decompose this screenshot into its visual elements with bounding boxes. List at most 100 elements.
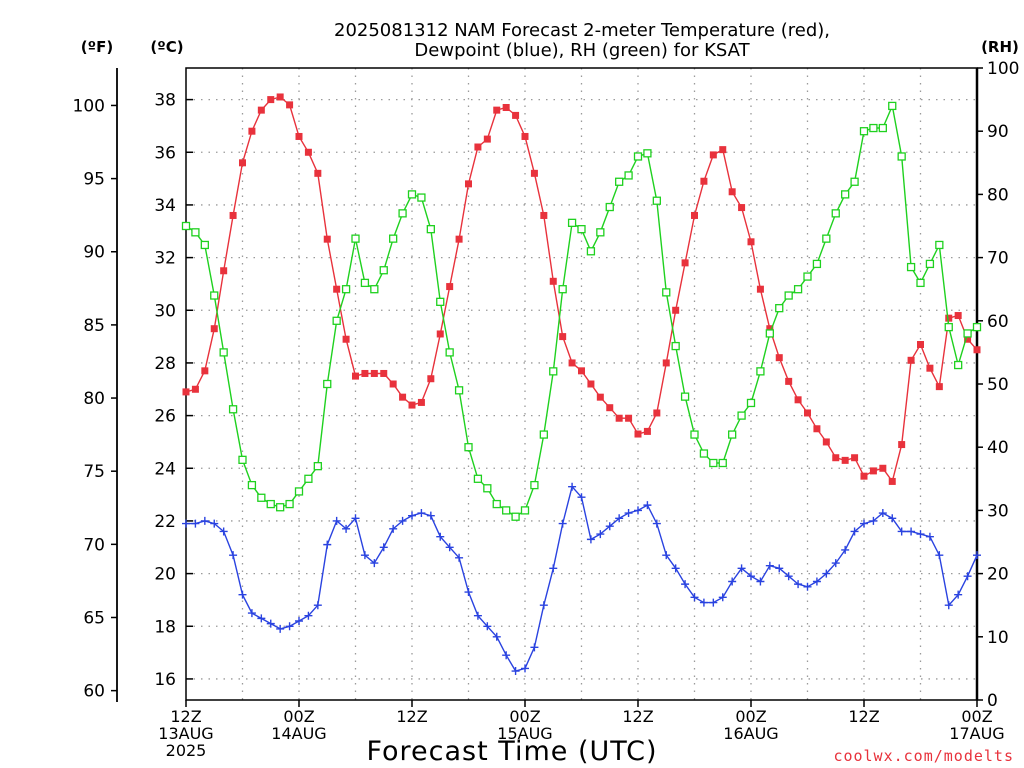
temperature-point	[380, 369, 388, 377]
rh-point	[944, 322, 953, 332]
temperature-line	[185, 96, 978, 484]
temperature-point	[549, 277, 557, 285]
rh-point	[775, 304, 784, 313]
chart-title-line1: 2025081312 NAM Forecast 2-meter Temperat…	[334, 20, 830, 41]
rh-point	[436, 297, 445, 306]
temperature-point	[728, 188, 736, 196]
dewpoint-point	[794, 580, 803, 589]
rh-point	[709, 458, 718, 468]
rh-point	[294, 487, 304, 496]
rh-point	[812, 259, 822, 269]
rh-point	[304, 474, 313, 483]
rh-tick-label: 70	[987, 249, 1009, 269]
rh-point	[935, 240, 944, 250]
dewpoint-point	[351, 514, 360, 523]
dewpoint-point	[822, 569, 831, 578]
dewpoint-point	[916, 530, 925, 539]
temperature-point	[851, 454, 859, 462]
celsius-tick-label: 20	[154, 565, 176, 585]
rh-tick-label: 10	[987, 628, 1009, 648]
temperature-point	[775, 354, 783, 362]
temperature-point	[964, 335, 972, 343]
temperature-point	[578, 367, 585, 375]
dewpoint-point	[285, 622, 294, 631]
dewpoint-point	[935, 551, 944, 560]
temperature-point	[455, 235, 463, 243]
dewpoint-point	[473, 611, 482, 620]
temperature-point	[239, 159, 246, 167]
x-tick-label: 12Z	[848, 707, 879, 726]
temperature-point	[408, 401, 416, 409]
dewpoint-point	[304, 611, 313, 620]
dewpoint-point	[643, 501, 652, 510]
rh-point	[643, 149, 652, 158]
rh-point	[379, 266, 388, 275]
x-tick-label: 15AUG	[497, 724, 552, 743]
temperature-point	[691, 211, 698, 219]
dewpoint-point	[370, 559, 379, 568]
rh-point	[662, 288, 671, 297]
rh-point	[285, 499, 294, 509]
celsius-tick-label: 34	[154, 196, 176, 216]
axes: 16 18 20 22 24 26 28 30 32 34 36 38 60 65 70 75 80 85 90 95…	[73, 59, 1020, 760]
grid-lines	[186, 68, 977, 700]
temperature-point	[738, 204, 746, 212]
rh-point	[765, 329, 774, 338]
temperature-point	[879, 464, 887, 472]
rh-point	[586, 247, 596, 256]
temperature-point	[323, 235, 331, 243]
rh-tick-label: 30	[987, 501, 1009, 521]
x-tick-label: 16AUG	[723, 724, 778, 743]
temperature-point	[182, 388, 190, 396]
celsius-tick-label: 26	[154, 407, 176, 427]
rh-point	[784, 291, 793, 300]
fahrenheit-tick-label: 80	[83, 389, 105, 409]
temperature-point	[606, 404, 614, 412]
rh-point	[257, 493, 266, 502]
dewpoint-point	[332, 516, 341, 525]
x-tick-label: 12Z	[622, 707, 653, 726]
temperature-point	[596, 393, 604, 401]
rh-point	[954, 360, 963, 370]
rh-point	[605, 202, 614, 212]
dewpoint-point	[775, 564, 784, 573]
dewpoint-point	[586, 535, 595, 544]
temperature-point	[446, 283, 454, 291]
temperature-point	[220, 267, 228, 275]
rh-point	[228, 405, 238, 414]
dewpoint-point	[238, 590, 247, 599]
dewpoint-point	[728, 577, 737, 586]
dewpoint-point	[266, 619, 275, 628]
temperature-point	[417, 398, 425, 406]
fahrenheit-tick-label: 95	[83, 170, 105, 190]
fahrenheit-tick-label: 60	[83, 682, 105, 702]
temperature-point	[436, 330, 444, 338]
rh-point	[633, 152, 643, 161]
temperature-point	[615, 414, 623, 422]
temperature-point	[672, 306, 680, 314]
rh-point	[341, 285, 351, 294]
temperature-point	[841, 456, 849, 464]
temperature-point	[653, 409, 661, 417]
rh-point	[906, 262, 916, 272]
dewpoint-point	[445, 543, 454, 552]
rh-point	[596, 228, 605, 237]
temperature-point	[832, 454, 840, 462]
temperature-point	[295, 132, 303, 140]
temperature-point	[229, 211, 237, 219]
fahrenheit-tick-label: 70	[83, 535, 105, 555]
dewpoint-point	[812, 577, 821, 586]
dewpoint-point	[615, 514, 624, 523]
rh-point	[445, 348, 454, 357]
rh-point	[680, 392, 690, 401]
celsius-tick-label: 24	[154, 459, 176, 479]
rh-tick-label: 60	[987, 312, 1009, 332]
rh-point	[718, 458, 727, 468]
temperature-point	[643, 427, 651, 435]
temperature-point	[917, 341, 924, 348]
dewpoint-point	[709, 598, 718, 607]
fahrenheit-tick-label: 85	[83, 316, 105, 336]
dewpoint-point	[521, 664, 529, 673]
temperature-point	[747, 238, 755, 246]
rh-point	[728, 430, 737, 439]
